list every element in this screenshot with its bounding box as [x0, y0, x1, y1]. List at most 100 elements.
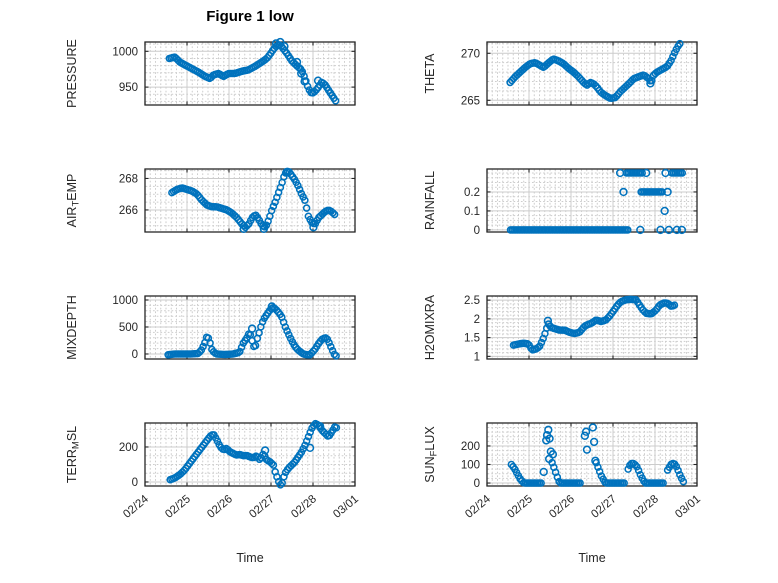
axes-box — [486, 41, 698, 106]
data-point — [660, 206, 669, 216]
major-gridlines — [487, 42, 697, 105]
y-axis-label: THETA — [423, 53, 437, 94]
data-point — [582, 445, 592, 454]
y-tick-label: 1000 — [112, 295, 138, 307]
y-tick-label: 2 — [474, 314, 480, 326]
data-point — [282, 167, 291, 177]
axes-box — [486, 295, 698, 360]
y-tick-label: 0 — [474, 478, 480, 490]
y-tick-labels: 1 1.5 2 2.5 — [464, 295, 480, 363]
y-tick-labels: 266 268 — [119, 173, 138, 217]
figure-title: Figure 1 low — [206, 8, 294, 25]
y-tick-label: 270 — [461, 48, 480, 60]
x-tick-labels: 02/24 02/25 02/26 02/27 02/28 03/01 — [463, 493, 703, 521]
data-point — [642, 168, 651, 178]
y-tick-label: 0 — [474, 225, 480, 237]
data-point — [539, 467, 548, 477]
data-point — [276, 37, 285, 47]
x-axis-label-right: Time — [578, 551, 606, 565]
subplot-air_temp: 266 268 AIRTEMP — [65, 167, 356, 234]
tick-marks — [486, 42, 698, 105]
x-tick-label: 02/24 — [463, 493, 493, 521]
y-tick-labels: 0 200 — [119, 442, 138, 489]
axes-box — [486, 422, 698, 487]
data-points — [506, 39, 684, 102]
y-axis-label: TERRMSL — [65, 426, 82, 483]
data-point — [619, 187, 628, 197]
data-point — [280, 42, 289, 51]
data-points — [164, 302, 340, 360]
data-point — [656, 225, 665, 235]
data-point — [589, 437, 599, 447]
minor-gridlines — [145, 296, 355, 359]
subplot-mixdepth: 0 500 1000 MIXDEPTH — [65, 295, 356, 361]
data-point — [297, 69, 306, 78]
data-point — [646, 79, 655, 88]
data-point — [672, 225, 682, 235]
subplot-terr_msl: 0 200 TERRMSL 02/24 02/25 02/26 02/27 02/28 03/0… — [65, 419, 361, 521]
y-tick-labels: 0 0.1 0.2 — [464, 187, 480, 237]
x-tick-label: 02/25 — [505, 493, 535, 521]
y-axis-label: H2OMIXRA — [423, 294, 437, 360]
subplot-theta: 265 270 THETA — [423, 39, 698, 107]
data-point — [615, 168, 625, 178]
data-point — [636, 225, 645, 235]
y-axis-label: PRESSURE — [65, 39, 79, 108]
y-tick-label: 100 — [461, 460, 480, 472]
data-points — [165, 37, 340, 105]
data-point — [267, 302, 277, 311]
data-point — [315, 422, 325, 431]
x-tick-label: 02/27 — [247, 493, 277, 521]
tick-marks — [486, 296, 698, 359]
tick-marks — [144, 169, 356, 232]
data-point — [271, 39, 281, 48]
data-point — [544, 425, 553, 435]
x-tick-label: 02/26 — [205, 493, 235, 521]
data-point — [664, 225, 674, 235]
data-point — [588, 423, 598, 432]
minor-gridlines — [487, 169, 697, 232]
data-points — [507, 423, 688, 487]
subplot-pressure: 950 1000 PRESSURE — [65, 37, 356, 108]
y-tick-label: 0.2 — [464, 187, 480, 199]
x-tick-label: 02/25 — [163, 493, 193, 521]
y-axis-label: AIRTEMP — [65, 174, 82, 228]
data-point — [545, 434, 554, 443]
subplot-rainfall: 0 0.1 0.2 RAINFALL — [423, 168, 698, 237]
data-point — [591, 456, 600, 465]
y-tick-label: 2.5 — [464, 295, 480, 307]
data-point — [548, 450, 558, 459]
tick-marks — [144, 42, 356, 105]
y-tick-label: 1 — [474, 351, 480, 363]
data-point — [300, 77, 309, 86]
tick-marks — [144, 423, 356, 486]
data-point — [247, 324, 257, 333]
data-point — [663, 187, 672, 197]
y-axis-label: MIXDEPTH — [65, 295, 79, 360]
data-point — [239, 224, 248, 234]
x-tick-label: 02/28 — [631, 493, 661, 521]
x-tick-label: 02/24 — [121, 493, 151, 521]
data-points — [506, 168, 687, 235]
axes-box — [144, 41, 356, 106]
y-tick-labels: 0 100 200 — [461, 441, 480, 490]
x-tick-label: 02/27 — [589, 493, 619, 521]
major-gridlines — [487, 423, 697, 486]
x-tick-label: 03/01 — [673, 493, 703, 521]
y-tick-label: 500 — [119, 322, 138, 334]
y-tick-label: 265 — [461, 95, 480, 107]
data-points — [168, 167, 339, 234]
data-point — [580, 431, 590, 440]
y-tick-label: 1.5 — [464, 333, 480, 345]
y-tick-label: 950 — [119, 82, 138, 94]
y-tick-label: 266 — [119, 205, 138, 217]
data-point — [661, 168, 670, 178]
data-point — [543, 316, 553, 325]
axes-box — [144, 168, 356, 233]
y-tick-labels: 265 270 — [461, 48, 480, 107]
data-point — [260, 446, 270, 455]
data-point — [309, 223, 318, 232]
axes-box — [144, 422, 356, 487]
x-axis-label-left: Time — [236, 551, 264, 565]
